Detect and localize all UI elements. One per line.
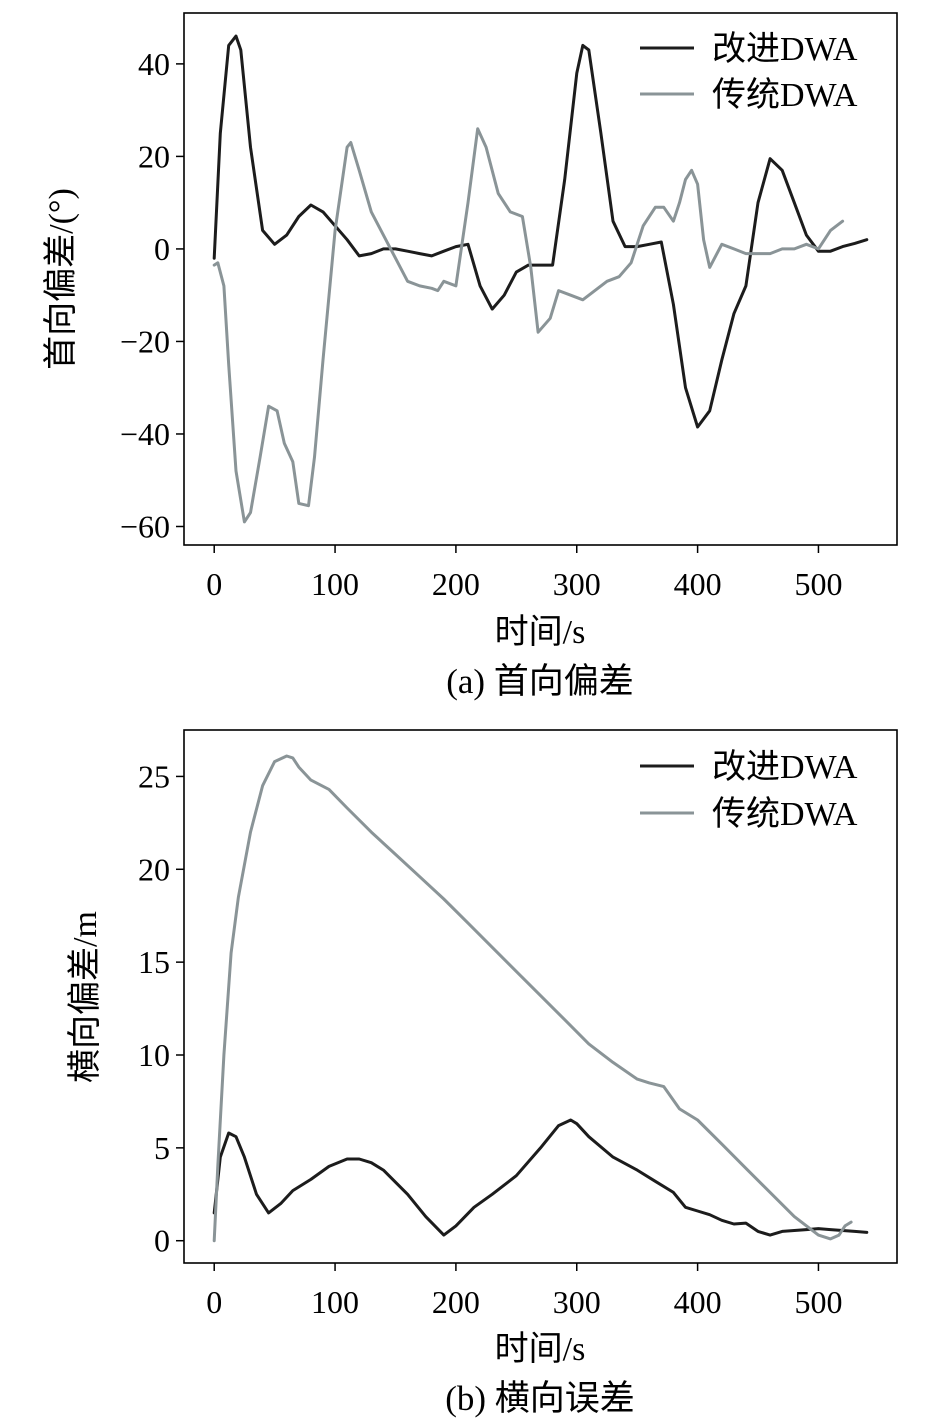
y-tick-label-a: 20: [138, 138, 170, 174]
series-line-a-traditional: [212, 127, 845, 524]
y-tick-label-b: 5: [154, 1130, 170, 1166]
y-tick-label-b: 25: [138, 758, 170, 794]
legend-b: 改进DWA 传统DWA: [640, 748, 858, 833]
x-tick-label-a: 200: [432, 566, 480, 602]
x-tick-label-b: 100: [311, 1284, 359, 1320]
x-tick-label-a: 100: [311, 566, 359, 602]
x-tick-label-a: 0: [206, 566, 222, 602]
x-tick-label-a: 400: [674, 566, 722, 602]
x-axis-label-a: 时间/s: [495, 614, 586, 651]
plot-frame-a: [183, 12, 898, 546]
x-tick-label-b: 400: [674, 1284, 722, 1320]
x-tick-label-a: 500: [794, 566, 842, 602]
y-axis-label-b: 横向偏差/m: [66, 911, 104, 1083]
series-line-a-improved: [212, 34, 869, 429]
caption-a: (a) 首向偏差: [446, 662, 634, 701]
y-tick-label-a: −40: [120, 416, 170, 452]
y-axis-label-a: 首向偏差/(°): [42, 188, 80, 370]
plot-frame-b: [183, 729, 898, 1264]
series-line-b-traditional: [212, 754, 853, 1243]
legend-b-improved-label: 改进DWA: [712, 748, 858, 786]
panel-lateral-deviation: 0 100 200 300 400 500 25 20 15 10 5 0 改进DWA 传统DWA 横…: [66, 729, 898, 1418]
x-axis-label-b: 时间/s: [495, 1331, 586, 1368]
legend-a-traditional-label: 传统DWA: [712, 76, 858, 114]
x-tick-label-a: 300: [553, 566, 601, 602]
y-tick-label-a: −60: [120, 508, 170, 544]
legend-a: 改进DWA 传统DWA: [640, 30, 858, 114]
axis-ticks-b: 0 100 200 300 400 500 25 20 15 10 5 0: [138, 758, 842, 1320]
x-tick-label-b: 200: [432, 1284, 480, 1320]
y-tick-label-b: 20: [138, 851, 170, 887]
legend-b-traditional-label: 传统DWA: [712, 795, 858, 833]
legend-a-improved-label: 改进DWA: [712, 30, 858, 68]
series-lines-a: [212, 34, 869, 524]
y-tick-label-b: 10: [138, 1037, 170, 1073]
series-line-b-improved: [212, 1118, 869, 1237]
x-tick-label-b: 300: [553, 1284, 601, 1320]
y-tick-label-a: −20: [120, 323, 170, 359]
y-tick-label-b: 15: [138, 944, 170, 980]
y-tick-label-a: 0: [154, 231, 170, 267]
series-lines-b: [212, 754, 869, 1243]
x-tick-label-b: 0: [206, 1284, 222, 1320]
x-tick-label-b: 500: [794, 1284, 842, 1320]
y-tick-label-a: 40: [138, 46, 170, 82]
caption-b: (b) 横向误差: [445, 1379, 635, 1418]
y-tick-label-b: 0: [154, 1223, 170, 1259]
